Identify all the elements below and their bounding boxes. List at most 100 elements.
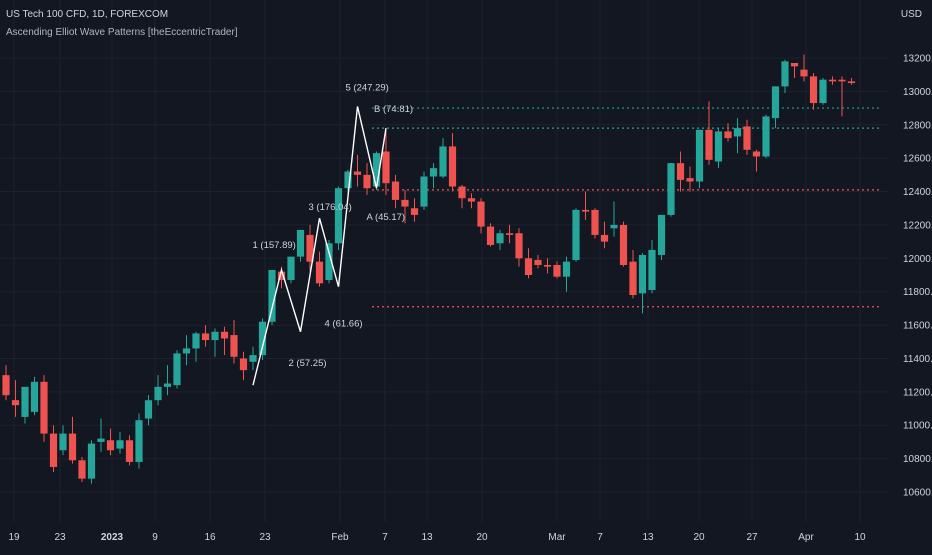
price-tick-label: 13200.0 — [903, 54, 932, 65]
candle — [239, 351, 248, 381]
candle-body — [49, 433, 58, 467]
candle — [192, 331, 200, 362]
candle — [847, 78, 856, 85]
wave-label: A (45.17) — [367, 212, 406, 223]
candle — [125, 435, 134, 466]
wave-label: 5 (247.29) — [346, 82, 389, 93]
candle-body — [382, 151, 390, 184]
candle-body — [638, 254, 647, 294]
candle — [391, 174, 400, 209]
time-tick-label: Feb — [331, 532, 349, 543]
candle-body — [325, 243, 333, 281]
candle — [657, 214, 666, 260]
candle-body — [553, 264, 561, 277]
candle — [154, 375, 162, 406]
candle — [268, 269, 276, 326]
candle — [97, 418, 105, 452]
candle-body — [838, 79, 846, 82]
candle — [572, 208, 580, 262]
time-tick-label: 16 — [204, 532, 216, 543]
candle — [458, 184, 466, 209]
candle-body — [173, 353, 181, 386]
candle — [87, 440, 96, 484]
candle-body — [657, 214, 666, 255]
candle-body — [714, 131, 723, 162]
candle — [486, 223, 495, 247]
candle — [249, 346, 257, 371]
candle-body — [334, 188, 343, 244]
candle-body — [515, 233, 523, 259]
candle-body — [277, 271, 286, 281]
candle — [59, 425, 67, 456]
candle-body — [78, 460, 86, 479]
candle-body — [230, 335, 238, 357]
candle-body — [752, 151, 761, 157]
price-tick-label: 10600.0 — [903, 488, 932, 499]
candle — [401, 189, 409, 224]
time-tick-label: 9 — [152, 532, 158, 543]
candle — [695, 129, 704, 189]
candle-body — [581, 209, 590, 212]
candle-body — [524, 258, 533, 275]
price-tick-label: 11600.0 — [903, 321, 932, 332]
price-tick-label: 12600.0 — [903, 154, 932, 165]
time-tick-label: 23 — [54, 532, 66, 543]
candle — [467, 193, 476, 209]
candle — [429, 163, 438, 189]
candle — [638, 253, 647, 314]
time-axis[interactable]: 19 23 2023 9 16 23 Feb 7 13 20 Mar 7 13 20 27 Apr 10 — [8, 532, 866, 543]
candle-body — [572, 209, 580, 260]
candle — [420, 171, 428, 210]
candle-body — [771, 86, 780, 119]
wave-label: 3 (176.04) — [309, 202, 352, 213]
candle — [258, 318, 267, 361]
candle-body — [420, 176, 428, 207]
candle — [809, 73, 818, 110]
price-tick-label: 13000.0 — [903, 87, 932, 98]
candle — [135, 413, 143, 469]
candle — [287, 256, 295, 284]
price-tick-label: 11800.0 — [903, 287, 932, 298]
level-lines — [372, 107, 882, 308]
candle — [667, 163, 675, 217]
symbol-title[interactable]: US Tech 100 CFD, 1D, FOREXCOM — [6, 9, 169, 20]
candle-body — [163, 383, 172, 387]
candle — [296, 229, 305, 262]
candle — [315, 251, 324, 287]
candle — [410, 198, 419, 222]
time-tick-label: 7 — [597, 532, 603, 543]
candle — [173, 350, 181, 389]
candle — [106, 428, 115, 456]
candle — [771, 86, 780, 129]
candle-body — [448, 146, 457, 187]
candle-body — [306, 234, 314, 262]
time-tick-label: 13 — [642, 532, 654, 543]
candle-body — [781, 61, 789, 87]
candle-body — [30, 381, 39, 412]
candle-body — [68, 433, 77, 461]
price-tick-label: 12200.0 — [903, 220, 932, 231]
candle-body — [59, 433, 67, 451]
candle — [676, 151, 685, 192]
candle-body — [695, 129, 704, 182]
price-axis-panel[interactable] — [888, 0, 932, 550]
candle — [629, 249, 637, 299]
indicator-label[interactable]: Ascending Elliot Wave Patterns [theEccen… — [6, 27, 238, 38]
price-axis[interactable]: 10600.0 10800.0 11000.0 11200.0 11400.0 11600… — [903, 54, 932, 499]
candle-body — [258, 321, 267, 356]
candle-body — [116, 440, 124, 449]
wave-line — [252, 106, 387, 386]
time-tick-label: 20 — [476, 532, 488, 543]
candle — [600, 221, 609, 249]
candle — [686, 166, 694, 192]
candle-body — [828, 79, 837, 82]
candle-body — [543, 264, 552, 267]
candle-body — [315, 261, 324, 284]
candle-body — [401, 199, 409, 207]
candle-body — [353, 171, 362, 175]
candle-body — [724, 131, 732, 139]
candle — [372, 151, 381, 190]
